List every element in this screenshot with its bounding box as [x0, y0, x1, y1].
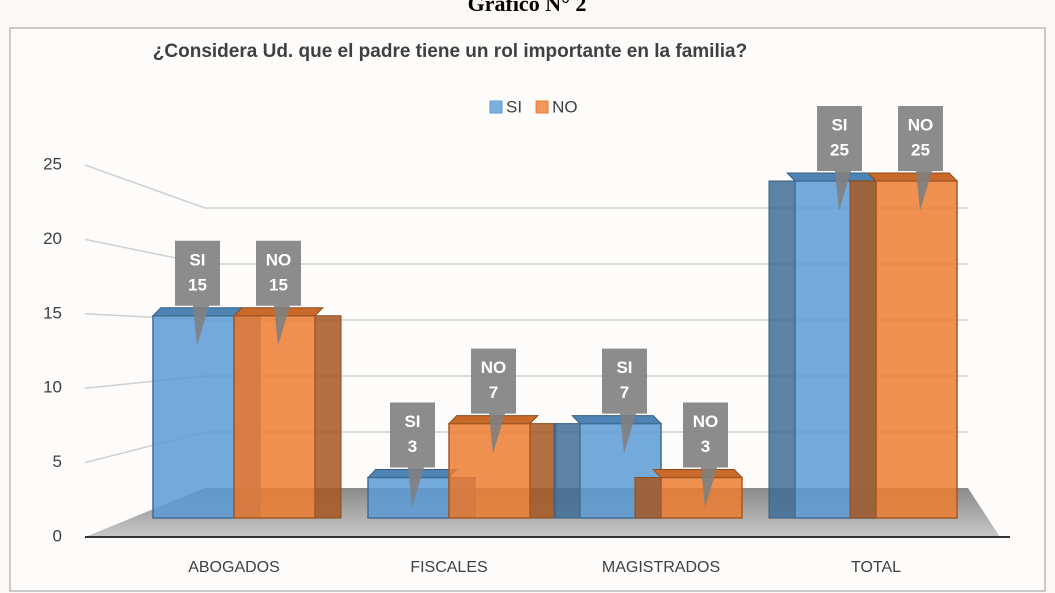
header: Gráfico N° 2 [468, 0, 587, 16]
bar-side [529, 423, 557, 519]
bar-top [652, 469, 744, 479]
y-tick-label: 5 [53, 452, 62, 471]
bar-top [867, 172, 959, 182]
y-tick-label: 0 [53, 526, 62, 545]
data-label-name: SI [616, 358, 632, 377]
label-box [390, 402, 435, 508]
bar [849, 172, 959, 519]
data-label-name: NO [908, 115, 934, 134]
data-label-name: SI [404, 412, 420, 431]
data-label: 25 [911, 140, 930, 159]
bar-front [152, 315, 235, 519]
data-label-name: NO [693, 412, 719, 431]
y-tick-label: 20 [43, 229, 62, 248]
x-tick-label: TOTAL [851, 559, 901, 576]
bar [447, 415, 557, 519]
y-tick-label: 10 [43, 378, 62, 397]
legend-label: NO [552, 97, 578, 116]
data-label: 3 [701, 437, 710, 456]
bar-side [634, 477, 662, 519]
bar-top [571, 415, 663, 425]
legend-swatch [489, 100, 503, 114]
data-label: 7 [620, 383, 629, 402]
data-label-name: SI [831, 115, 847, 134]
bar [232, 307, 342, 519]
label-box [256, 240, 301, 346]
data-label: 7 [489, 383, 498, 402]
data-label-name: NO [266, 250, 292, 269]
data-label-name: NO [481, 358, 507, 377]
x-tick-label: MAGISTRADOS [602, 559, 720, 576]
bar-side [849, 180, 877, 519]
y-tick-label: 25 [43, 154, 62, 173]
bar [634, 469, 744, 519]
label-box [817, 106, 862, 211]
bar-front [367, 476, 450, 519]
label-box [175, 240, 220, 346]
label-box [683, 402, 728, 508]
chart-title: ¿Considera Ud. que el padre tiene un rol… [153, 41, 747, 62]
bar-side [768, 180, 796, 519]
data-label: 25 [830, 140, 849, 159]
legend: SI NO [489, 97, 578, 116]
label-box [471, 348, 516, 454]
bar-front [448, 422, 531, 519]
bar-top [786, 172, 878, 182]
bar-front [660, 476, 743, 519]
data-label: 15 [269, 275, 288, 294]
data-label: 3 [408, 437, 417, 456]
legend-label: SI [506, 97, 522, 116]
bar-side [553, 423, 581, 519]
x-tick-label: FISCALES [410, 559, 487, 576]
label-box [602, 348, 647, 454]
data-label: 15 [188, 275, 207, 294]
bar-front [875, 180, 958, 519]
label-box [898, 106, 943, 211]
y-tick-label: 15 [43, 303, 62, 322]
data-label-name: SI [189, 250, 205, 269]
bar-front [233, 315, 316, 519]
legend-swatch [535, 100, 549, 114]
x-tick-label: ABOGADOS [188, 559, 280, 576]
bar-side [314, 315, 342, 519]
grid-line [84, 164, 968, 209]
